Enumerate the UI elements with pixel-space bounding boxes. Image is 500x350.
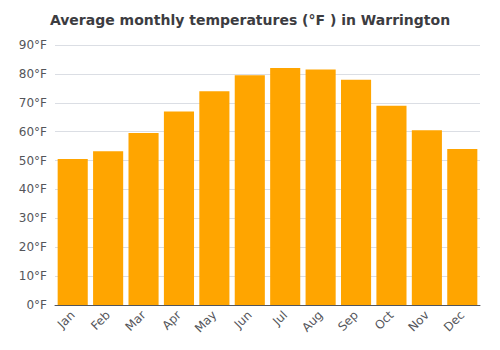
svg-text:40°F: 40°F <box>19 182 47 196</box>
svg-text:90°F: 90°F <box>19 38 47 52</box>
svg-text:10°F: 10°F <box>19 269 47 283</box>
svg-text:Average monthly temperatures (: Average monthly temperatures (°F ) in Wa… <box>50 12 450 28</box>
svg-text:Nov: Nov <box>405 308 431 334</box>
svg-text:Sep: Sep <box>335 308 361 334</box>
svg-text:Jul: Jul <box>269 308 290 329</box>
svg-text:Jan: Jan <box>54 308 78 332</box>
svg-text:Dec: Dec <box>441 308 467 334</box>
svg-text:Aug: Aug <box>299 308 325 334</box>
svg-text:70°F: 70°F <box>19 96 47 110</box>
svg-text:May: May <box>192 308 219 335</box>
svg-text:Mar: Mar <box>123 308 149 334</box>
svg-text:Apr: Apr <box>159 308 184 333</box>
svg-text:Jun: Jun <box>231 308 255 332</box>
svg-text:60°F: 60°F <box>19 125 47 139</box>
svg-text:20°F: 20°F <box>19 240 47 254</box>
svg-text:0°F: 0°F <box>26 298 47 312</box>
svg-text:Oct: Oct <box>372 308 397 333</box>
svg-text:50°F: 50°F <box>19 154 47 168</box>
svg-text:30°F: 30°F <box>19 211 47 225</box>
svg-text:80°F: 80°F <box>19 67 47 81</box>
svg-text:Feb: Feb <box>88 308 113 333</box>
